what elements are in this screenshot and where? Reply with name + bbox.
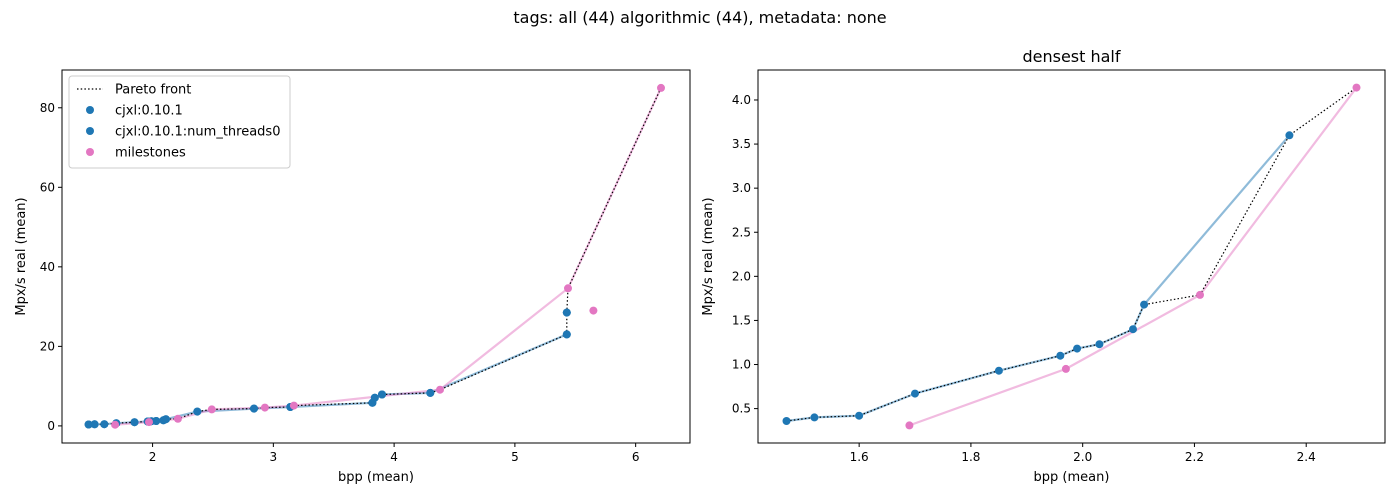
point-cjxl-0-10-1-num-threads0 [426,388,435,397]
point-milestones [1061,364,1070,373]
point-cjxl-0-10-1 [782,417,791,425]
x-axis-label: bpp (mean) [338,470,414,485]
point-milestones [173,414,182,423]
plot-area [84,83,665,429]
axes-frame [61,69,691,444]
point-cjxl-0-10-1-num-threads0 [562,330,571,339]
y-tick-label: 3.5 [732,137,751,151]
y-tick-label: 20 [40,339,55,353]
x-tick-label: 1.6 [850,450,869,464]
axes-frame [757,69,1386,444]
figure-suptitle: tags: all (44) algorithmic (44), metadat… [513,8,886,27]
point-milestones [1196,290,1204,299]
point-milestones [436,385,444,394]
y-tick-label: 0.5 [732,402,751,416]
y-tick-label: 2.0 [732,269,751,283]
legend-entry-label: cjxl:0.10.1:num_threads0 [115,125,280,140]
y-tick-label: 80 [40,101,55,115]
point-cjxl-0-10-1-num-threads0 [161,415,170,424]
legend-box [68,75,291,169]
point-milestones [564,284,572,293]
point-milestones [1352,83,1361,92]
plot-title: densest half [1022,47,1120,66]
y-axis-label: Mpx/s real (mean) [14,197,29,315]
point-milestones [289,401,298,410]
y-tick-label: 40 [40,260,55,274]
legend-entry-label: milestones [115,146,186,161]
y-tick-label: 1.5 [732,313,751,327]
point-cjxl-0-10-1-num-threads0 [378,390,386,399]
x-tick-label: 5 [511,450,519,464]
legend: Pareto front cjxl:0.10.1 cjxl:0.10.1:num_t… [68,75,291,169]
y-tick-label: 0 [47,419,55,433]
line-cjxl-0-10-1 [88,333,568,426]
y-tick-label: 2.5 [732,225,751,239]
plot-area [782,83,1361,430]
pareto-front-line [786,87,1357,422]
legend-entry-label: Pareto front [115,83,191,98]
point-cjxl-0-10-1 [1095,340,1104,349]
legend-marker-swatch [86,148,94,156]
point-milestones [207,405,216,414]
point-cjxl-0-10-1-num-threads0 [130,418,139,427]
point-milestones [111,420,120,429]
point-milestones [145,418,153,427]
point-cjxl-0-10-1-num-threads0 [193,407,202,416]
point-cjxl-0-10-1 [855,411,864,420]
point-cjxl-0-10-1-num-threads0 [562,308,571,317]
point-milestones [589,306,598,315]
y-tick-label: 3.0 [732,181,751,195]
x-tick-label: 2 [149,450,157,464]
point-cjxl-0-10-1-num-threads0 [84,420,93,429]
point-cjxl-0-10-1 [1073,344,1082,353]
point-cjxl-0-10-1-num-threads0 [152,417,161,425]
x-axis-label: bpp (mean) [1034,470,1110,485]
point-milestones [657,83,665,92]
legend-marker-swatch [86,127,94,135]
point-cjxl-0-10-1 [994,366,1003,375]
x-tick-label: 1.8 [961,450,980,464]
point-cjxl-0-10-1-num-threads0 [250,404,258,413]
point-cjxl-0-10-1 [1129,325,1137,334]
legend-marker-swatch [86,106,94,114]
point-cjxl-0-10-1 [911,389,919,398]
point-cjxl-0-10-1 [1285,131,1294,140]
y-tick-label: 4.0 [732,93,751,107]
legend-entry-label: cjxl:0.10.1 [115,104,183,119]
point-cjxl-0-10-1-num-threads0 [90,420,99,429]
point-milestones [260,403,269,412]
y-tick-label: 60 [40,180,55,194]
x-tick-label: 4 [390,450,398,464]
point-cjxl-0-10-1-num-threads0 [100,420,109,429]
right-plot-densest-half: 1.6 1.8 2.0 2.2 2.4 0.5 1.0 1.5 2.0 2.5 3.0 3.5 4.0 b… [701,47,1386,485]
x-tick-label: 2.0 [1073,450,1092,464]
point-cjxl-0-10-1 [1140,300,1149,309]
x-tick-label: 3 [270,450,278,464]
point-cjxl-0-10-1-num-threads0 [370,393,379,402]
point-milestones [905,421,914,430]
y-axis-label: Mpx/s real (mean) [701,197,716,315]
point-cjxl-0-10-1 [1056,351,1065,360]
point-cjxl-0-10-1 [810,413,819,422]
x-tick-label: 2.2 [1185,450,1204,464]
x-tick-label: 6 [632,450,640,464]
y-tick-label: 1.0 [732,358,751,372]
x-tick-label: 2.4 [1297,450,1316,464]
